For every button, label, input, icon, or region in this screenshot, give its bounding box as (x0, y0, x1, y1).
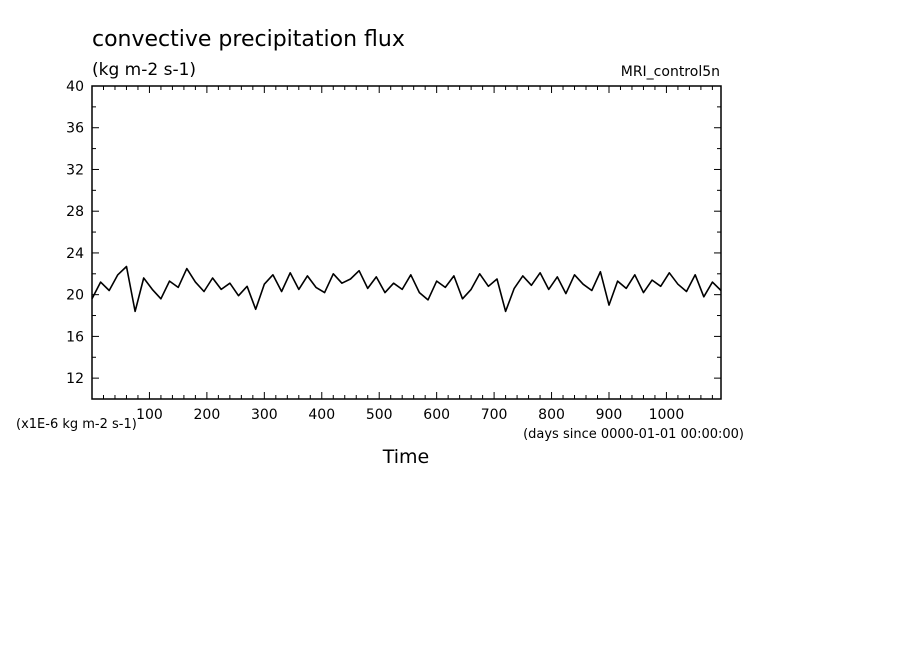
x-tick-label: 700 (481, 407, 508, 423)
dataset-label: MRI_control5n (621, 64, 720, 80)
x-tick-label: 800 (538, 407, 565, 423)
series-line (91, 265, 722, 313)
x-tick-label: 600 (423, 407, 450, 423)
x-units-label: (days since 0000-01-01 00:00:00) (523, 427, 744, 442)
x-tick-label: 200 (194, 407, 221, 423)
chart-units-subtitle: (kg m-2 s-1) (92, 60, 196, 80)
y-tick-label: 32 (66, 162, 84, 178)
x-tick-label: 900 (596, 407, 623, 423)
chart-title: convective precipitation flux (92, 27, 405, 52)
y-axis: 12 16 20 24 28 32 36 40 (66, 79, 721, 400)
y-scale-label: (x1E-6 kg m-2 s-1) (16, 417, 137, 432)
x-tick-label: 300 (251, 407, 278, 423)
plot-frame (91, 85, 722, 400)
y-tick-label: 40 (66, 79, 84, 95)
y-tick-label: 24 (66, 246, 84, 262)
y-tick-label: 36 (66, 121, 84, 137)
x-axis-title: Time (382, 446, 430, 468)
x-tick-label: 400 (308, 407, 335, 423)
x-axis: 100 200 300 400 500 600 700 800 900 1000 (102, 86, 713, 423)
x-tick-label: 1000 (649, 407, 685, 423)
y-tick-label: 12 (66, 371, 84, 387)
plot-area (91, 265, 722, 313)
y-tick-label: 16 (66, 329, 84, 345)
y-tick-label: 28 (66, 204, 84, 220)
y-tick-label: 20 (66, 288, 84, 304)
x-tick-label: 100 (136, 407, 163, 423)
x-tick-label: 500 (366, 407, 393, 423)
